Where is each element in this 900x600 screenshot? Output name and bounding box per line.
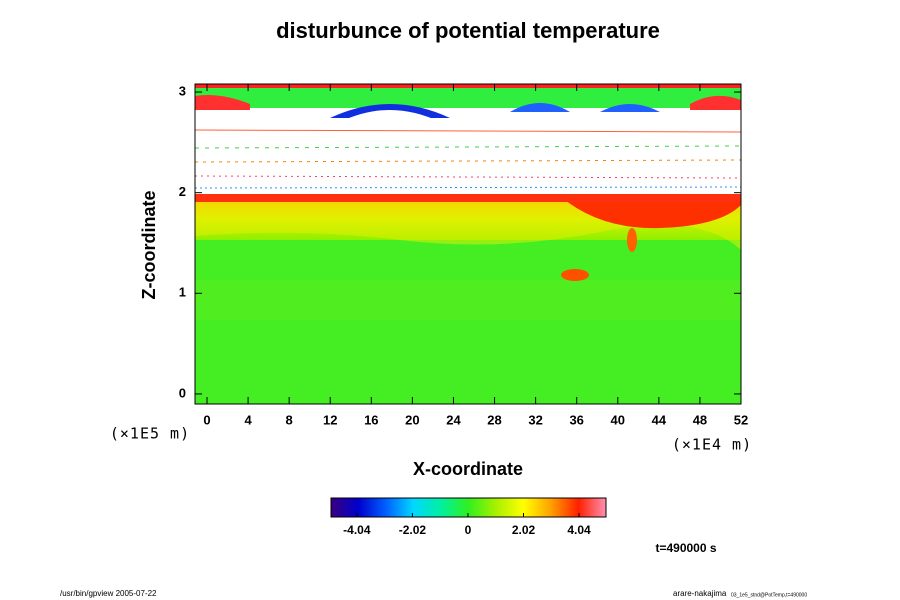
plot-frame (194, 83, 742, 405)
y-unit: (×1E5 m) (110, 425, 190, 443)
colorbar-tick-label: 0 (465, 523, 472, 537)
time-label: t=490000 s (655, 541, 716, 555)
x-tick-label: 36 (569, 412, 583, 427)
x-tick-label: 44 (652, 412, 667, 427)
footer-right: arare-nakajima (673, 589, 727, 598)
y-tick-label: 1 (179, 285, 186, 300)
x-tick-label: 20 (405, 412, 419, 427)
x-tick-label: 24 (446, 412, 461, 427)
footer-right-small: 03_1e5_stnd@PotTemp,t=490000 (731, 592, 807, 598)
colorbar-tick-label: 2.02 (512, 523, 536, 537)
x-tick-label: 8 (286, 412, 293, 427)
x-tick-label: 48 (693, 412, 707, 427)
x-axis-label: X-coordinate (413, 459, 523, 479)
x-unit: (×1E4 m) (672, 436, 752, 454)
x-tick-label: 4 (244, 412, 252, 427)
field (195, 84, 741, 404)
x-tick-label: 12 (323, 412, 337, 427)
footer-left: /usr/bin/gpview 2005-07-22 (60, 589, 157, 598)
x-tick-label: 0 (203, 412, 210, 427)
colorbar-tick-label: -4.04 (343, 523, 371, 537)
x-tick-label: 28 (487, 412, 501, 427)
y-tick-label: 2 (179, 184, 186, 199)
x-tick-label: 52 (734, 412, 748, 427)
y-axis-label: Z-coordinate (139, 190, 159, 299)
colorbar-tick-label: 4.04 (567, 523, 591, 537)
colorbar (330, 497, 607, 518)
y-tick-label: 0 (179, 385, 186, 400)
colorbar-tick-label: -2.02 (399, 523, 427, 537)
chart-title: disturbunce of potential temperature (276, 18, 660, 43)
y-tick-label: 3 (179, 83, 186, 98)
x-tick-label: 40 (611, 412, 625, 427)
x-tick-label: 32 (528, 412, 542, 427)
x-tick-label: 16 (364, 412, 378, 427)
